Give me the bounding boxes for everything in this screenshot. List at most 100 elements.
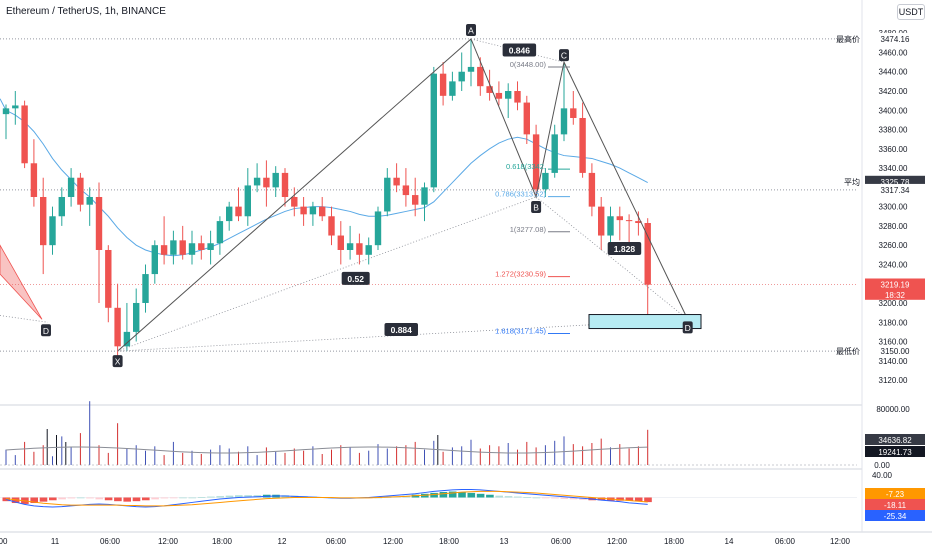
macd-axis-tag: [865, 510, 925, 521]
macd-histogram-bar: [597, 497, 606, 501]
candle-body: [588, 172, 596, 207]
candle-body: [226, 206, 233, 222]
fib-level-label: 0.786(3313.52): [495, 190, 546, 199]
pattern-point-label: D: [43, 326, 49, 336]
candle-body: [235, 206, 242, 217]
pattern-point-badge: [682, 321, 693, 334]
time-axis-tick: 13: [500, 537, 509, 546]
macd-histogram-bar: [151, 497, 159, 500]
price-axis-tick: 3280.00: [879, 222, 908, 231]
candle-body: [644, 223, 651, 285]
macd-histogram-bar: [207, 496, 215, 498]
candle-body: [216, 221, 224, 244]
chart-title: Ethereum / TetherUS, 1h, BINANCE: [6, 6, 166, 17]
target-zone-box: [588, 314, 702, 330]
ratio-line-prev: [0, 315, 48, 323]
price-axis-tag-text: 3474.16: [881, 35, 910, 44]
candle-body: [142, 274, 149, 303]
price-axis-tick: 3240.00: [879, 260, 908, 269]
time-axis-tick: 12:00: [383, 537, 404, 546]
candle-body: [495, 92, 503, 99]
candle-body: [40, 196, 47, 246]
price-axis-tag: [865, 345, 925, 357]
volume-axis-tag-text: 19241.73: [878, 448, 912, 457]
macd-histogram-bar: [495, 495, 503, 498]
price-axis-tag: [865, 288, 925, 300]
candle-body: [67, 177, 75, 197]
time-axis-tick: 06:00: [326, 537, 347, 546]
fib-level-label: 1(3277.08): [510, 225, 547, 234]
ratio-badge-text: 0.884: [391, 325, 413, 335]
candle-body: [579, 117, 586, 173]
candle-body: [253, 177, 261, 186]
macd-histogram-bar: [448, 491, 457, 498]
macd-histogram-bar: [504, 496, 513, 498]
price-axis-tick: 3200.00: [879, 299, 908, 308]
candle-body: [532, 134, 540, 190]
candle-body: [198, 243, 205, 250]
ratio-line-ac: [470, 38, 565, 63]
time-axis-tick: 18:00: [212, 537, 233, 546]
candle-body: [402, 185, 410, 196]
candle-body: [439, 73, 447, 96]
macd-axis-tag-text: -18.11: [884, 501, 907, 510]
macd-histogram-bar: [560, 497, 569, 499]
candle-body: [486, 86, 493, 93]
pattern-point-label: C: [561, 51, 567, 61]
pattern-point-label: D: [685, 323, 691, 333]
price-line-label: 平均: [844, 177, 860, 187]
candle-body: [151, 245, 158, 275]
macd-histogram-bar: [30, 497, 38, 504]
ratio-line-xb: [117, 196, 537, 352]
candle-body: [449, 81, 456, 96]
price-axis-tag-text: 3150.00: [881, 347, 910, 356]
candle-body: [170, 240, 177, 255]
candle-body: [616, 216, 623, 221]
ratio-badge-text: 1.828: [614, 244, 636, 254]
candle-body: [625, 220, 633, 222]
candle-body: [244, 185, 251, 217]
candle-body: [467, 66, 475, 72]
candle-body: [179, 240, 186, 255]
volume-axis-tick: 80000.00: [876, 405, 910, 414]
ratio-badge: [384, 322, 418, 336]
pattern-point-label: A: [468, 25, 474, 35]
fib-level-label: 0.618(3342.: [506, 162, 546, 171]
macd-histogram-bar: [169, 497, 178, 499]
price-axis-tick: 3440.00: [879, 68, 908, 77]
pattern-fill: [0, 244, 43, 320]
ratio-badge-text: 0.52: [347, 274, 364, 284]
macd-histogram-bar: [467, 492, 476, 498]
fib-level-label: 1.272(3230.59): [495, 270, 546, 279]
ratio-badge: [502, 43, 537, 57]
macd-histogram-bar: [95, 497, 104, 500]
candle-body: [421, 187, 428, 205]
price-line-label: 最低价: [836, 346, 860, 356]
price-axis-tag: [865, 175, 925, 187]
currency-unit-button[interactable]: USDT: [897, 4, 925, 20]
pattern-point-badge: [466, 23, 476, 36]
volume-axis-tag: [865, 446, 925, 457]
macd-axis-tag-text: -7.23: [886, 490, 905, 499]
time-axis-tick: 14: [725, 537, 734, 546]
price-line-label: 最高价: [836, 34, 860, 44]
macd-histogram-bar: [197, 497, 206, 498]
candle-body: [2, 108, 10, 115]
candle-body: [384, 177, 391, 212]
candle-body: [412, 195, 419, 205]
macd-histogram-bar: [532, 497, 541, 499]
candle-body: [123, 331, 131, 347]
candle-body: [365, 245, 372, 255]
time-axis-tick: 00: [0, 537, 8, 546]
macd-axis-tag: [865, 499, 925, 510]
candle-body: [598, 206, 605, 236]
macd-histogram-bar: [76, 497, 85, 499]
time-axis-tick: 06:00: [775, 537, 796, 546]
candle-body: [133, 302, 140, 332]
macd-histogram-bar: [86, 497, 94, 499]
macd-histogram-bar: [179, 497, 187, 499]
price-axis-tick: 3300.00: [879, 203, 908, 212]
macd-histogram-bar: [104, 497, 113, 501]
candle-body: [505, 91, 512, 99]
